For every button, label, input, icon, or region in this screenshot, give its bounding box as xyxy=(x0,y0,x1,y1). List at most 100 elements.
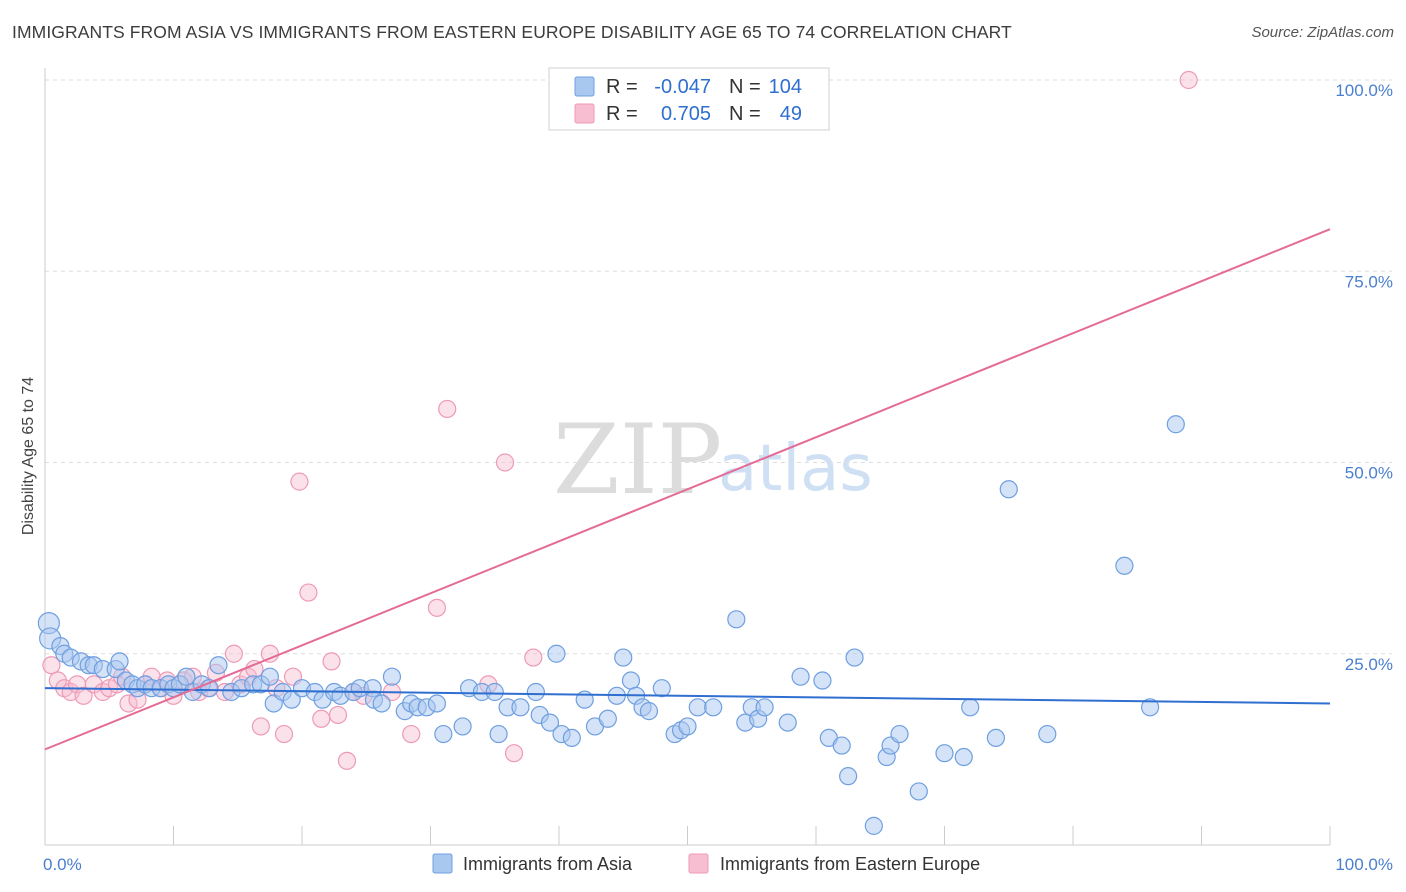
data-point-asia xyxy=(372,694,391,713)
data-point-asia xyxy=(688,698,707,717)
watermark-atlas: atlas xyxy=(718,432,873,506)
legend-n-value-asia: 104 xyxy=(769,76,802,98)
bottom-legend-swatch-eastern-europe xyxy=(688,853,709,874)
trend-lines xyxy=(44,228,1331,751)
data-point-eastern-europe xyxy=(251,717,270,736)
data-point-asia xyxy=(434,724,453,744)
data-point-eastern-europe xyxy=(495,453,515,472)
data-point-asia xyxy=(639,702,659,721)
data-point-asia xyxy=(614,648,633,667)
data-point-asia xyxy=(813,671,832,690)
data-point-asia xyxy=(845,648,864,667)
data-point-asia xyxy=(935,744,954,763)
data-point-eastern-europe xyxy=(224,644,243,663)
data-point-eastern-europe xyxy=(427,598,447,617)
data-point-asia xyxy=(427,694,447,713)
data-point-asia xyxy=(110,652,129,671)
data-point-asia xyxy=(778,713,797,732)
data-point-asia xyxy=(909,782,928,801)
data-point-eastern-europe xyxy=(290,472,309,491)
data-point-asia xyxy=(954,747,973,767)
data-point-asia xyxy=(986,728,1006,748)
data-point-eastern-europe xyxy=(274,724,294,744)
data-point-asia xyxy=(652,679,671,698)
y-tick-label: 50.0% xyxy=(1345,464,1393,483)
bottom-legend-label-eastern-europe: Immigrants from Eastern Europe xyxy=(720,854,980,874)
data-point-asia xyxy=(485,682,504,702)
data-point-eastern-europe xyxy=(402,724,421,744)
data-point-eastern-europe xyxy=(438,399,457,419)
data-point-asia xyxy=(1140,698,1160,717)
legend-r-value-asia: -0.047 xyxy=(654,76,711,98)
data-point-asia xyxy=(209,656,228,675)
data-point-asia xyxy=(1166,415,1185,434)
legend-box xyxy=(548,67,830,131)
watermark-zip: ZIP xyxy=(553,404,722,516)
legend-n-value-eastern-europe: 49 xyxy=(780,103,802,125)
data-point-asia xyxy=(177,667,196,686)
data-point-asia xyxy=(382,667,402,686)
source-credit: Source: ZipAtlas.com xyxy=(1251,24,1394,41)
stats-legend: R = -0.047 N = 104 R = 0.705 N = 49 xyxy=(548,67,830,131)
data-point-asia xyxy=(1115,556,1134,575)
data-point-eastern-europe xyxy=(299,583,318,602)
legend-swatch-eastern-europe xyxy=(574,103,595,124)
legend-r-label-eastern-europe: R = xyxy=(606,103,638,125)
data-point-asia xyxy=(260,667,279,686)
series-legend: Immigrants from Asia Immigrants from Eas… xyxy=(432,853,980,874)
asia-points xyxy=(37,415,1185,835)
data-point-eastern-europe xyxy=(328,705,348,725)
data-point-asia xyxy=(755,698,774,717)
data-point-asia xyxy=(727,610,746,629)
y-tick-label: 100.0% xyxy=(1335,81,1393,100)
tick-labels: 25.0% 50.0% 75.0% 100.0% 0.0% 100.0% xyxy=(43,81,1393,874)
data-point-eastern-europe xyxy=(337,751,357,770)
data-point-asia xyxy=(489,724,508,744)
data-point-asia xyxy=(1038,724,1057,744)
x-tick-label: 0.0% xyxy=(43,855,82,874)
data-point-eastern-europe xyxy=(524,648,543,667)
legend-n-label-eastern-europe: N = xyxy=(729,103,761,125)
x-tick-label: 100.0% xyxy=(1335,855,1393,874)
trend-line-asia xyxy=(44,687,1331,705)
data-point-asia xyxy=(890,724,909,744)
data-point-asia xyxy=(999,480,1018,499)
bottom-legend-swatch-asia xyxy=(432,853,453,874)
data-point-asia xyxy=(621,671,641,690)
data-point-eastern-europe xyxy=(1179,70,1198,90)
y-tick-label: 75.0% xyxy=(1345,272,1393,291)
data-point-eastern-europe xyxy=(42,656,61,675)
y-axis-label: Disability Age 65 to 74 xyxy=(20,377,37,535)
data-point-asia xyxy=(562,728,581,748)
data-point-asia xyxy=(547,644,566,663)
legend-swatch-asia xyxy=(574,76,595,97)
legend-r-value-eastern-europe: 0.705 xyxy=(661,103,711,125)
data-point-eastern-europe xyxy=(322,652,341,671)
y-tick-label: 25.0% xyxy=(1345,655,1393,674)
data-point-eastern-europe xyxy=(504,744,524,763)
data-point-asia xyxy=(839,767,858,786)
trend-line-eastern-europe xyxy=(44,228,1331,751)
data-point-eastern-europe xyxy=(312,709,331,728)
data-point-asia xyxy=(704,698,723,717)
data-point-asia xyxy=(791,667,810,686)
data-point-eastern-europe xyxy=(260,644,279,663)
data-point-asia xyxy=(526,682,545,702)
data-point-asia xyxy=(540,713,560,732)
data-point-asia xyxy=(678,717,697,736)
data-point-asia xyxy=(832,736,851,755)
legend-n-label-asia: N = xyxy=(729,76,761,98)
data-point-asia xyxy=(453,717,472,736)
data-point-asia xyxy=(961,698,980,717)
data-point-asia xyxy=(864,816,883,835)
legend-r-label-asia: R = xyxy=(606,76,638,98)
data-point-asia xyxy=(598,709,617,728)
bottom-legend-label-asia: Immigrants from Asia xyxy=(463,854,633,874)
gridlines xyxy=(45,79,1392,655)
data-point-eastern-europe xyxy=(119,694,138,713)
axes xyxy=(44,68,1331,846)
data-point-eastern-europe xyxy=(74,686,93,705)
chart-title: IMMIGRANTS FROM ASIA VS IMMIGRANTS FROM … xyxy=(12,22,1012,42)
data-point-asia xyxy=(511,698,530,717)
